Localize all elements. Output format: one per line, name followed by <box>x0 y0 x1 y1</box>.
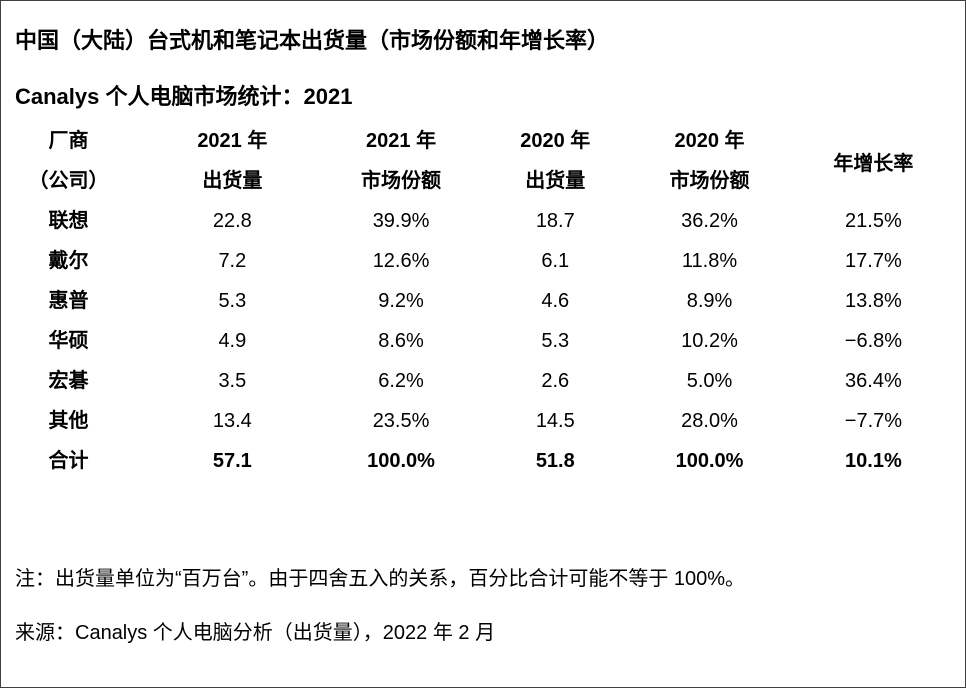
shipments-2020-cell: 2.6 <box>541 370 570 392</box>
shipments-2020-cell: 14.5 <box>535 410 575 432</box>
page-subtitle: Canalys 个人电脑市场统计：2021 <box>15 84 353 109</box>
table-row-hp: 惠普 5.3 9.2% 4.6 8.9% 13.8% <box>1 281 965 321</box>
growth-cell: 10.1% <box>845 450 902 472</box>
column-header-share-2021: 2021 年 市场份额 <box>329 121 474 201</box>
share-2020-cell: 10.2% <box>681 330 738 352</box>
share-2021-cell: 12.6% <box>372 250 430 272</box>
column-header-shipments-2020-line1: 2020 年 <box>520 130 591 152</box>
pc-market-share-table: 厂商 （公司） 2021 年 出货量 2021 年 市场份额 2020 年 出货… <box>1 121 965 481</box>
column-header-share-2020-line2: 市场份额 <box>669 170 750 192</box>
vendor-cell: 华硕 <box>48 330 89 352</box>
share-2021-cell: 100.0% <box>367 450 435 472</box>
column-header-growth: 年增长率 <box>782 121 965 201</box>
shipments-2020-cell: 4.6 <box>541 290 570 312</box>
shipments-2021-cell: 57.1 <box>212 450 252 472</box>
growth-cell: 13.8% <box>845 290 902 312</box>
column-header-shipments-2021-line2: 出货量 <box>202 170 263 192</box>
share-2020-cell: 36.2% <box>681 210 738 232</box>
vendor-cell: 惠普 <box>48 290 89 312</box>
shipments-2020-cell: 18.7 <box>535 210 575 232</box>
table-row-total: 合计 57.1 100.0% 51.8 100.0% 10.1% <box>1 441 965 481</box>
share-2021-cell: 39.9% <box>372 210 430 232</box>
growth-cell: 21.5% <box>845 210 902 232</box>
column-header-share-2021-line2: 市场份额 <box>361 170 442 192</box>
share-2020-cell: 28.0% <box>681 410 738 432</box>
page-title: 中国（大陆）台式机和笔记本出货量（市场份额和年增长率） <box>15 28 610 53</box>
column-header-shipments-2021: 2021 年 出货量 <box>136 121 329 201</box>
column-header-growth-label: 年增长率 <box>833 152 914 175</box>
growth-cell: 17.7% <box>845 250 902 272</box>
share-2020-cell: 11.8% <box>681 250 738 272</box>
shipments-2021-cell: 13.4 <box>212 410 252 432</box>
vendor-cell: 宏碁 <box>48 370 89 392</box>
shipments-2020-cell: 6.1 <box>541 250 570 272</box>
column-header-shipments-2020: 2020 年 出货量 <box>473 121 637 201</box>
column-header-share-2021-line1: 2021 年 <box>366 130 437 152</box>
column-header-vendor-line2: （公司） <box>28 170 109 192</box>
vendor-cell: 联想 <box>48 210 89 232</box>
shipments-2020-cell: 51.8 <box>535 450 575 472</box>
vendor-cell: 戴尔 <box>48 250 89 272</box>
share-2020-cell: 100.0% <box>675 450 744 472</box>
table-row-acer: 宏碁 3.5 6.2% 2.6 5.0% 36.4% <box>1 361 965 401</box>
share-2021-cell: 9.2% <box>378 290 424 312</box>
column-header-shipments-2021-line1: 2021 年 <box>197 130 268 152</box>
share-2021-cell: 8.6% <box>378 330 424 352</box>
shipments-2021-cell: 22.8 <box>212 210 252 232</box>
column-header-share-2020-line1: 2020 年 <box>674 130 745 152</box>
column-header-shipments-2020-line2: 出货量 <box>525 170 586 192</box>
shipments-2021-cell: 4.9 <box>218 330 247 352</box>
column-header-share-2020: 2020 年 市场份额 <box>637 121 782 201</box>
share-2021-cell: 23.5% <box>372 410 430 432</box>
footnote: 注：出货量单位为“百万台”。由于四舍五入的关系，百分比合计可能不等于 100%。 <box>15 568 746 590</box>
growth-cell: −7.7% <box>844 410 903 432</box>
table-header-row: 厂商 （公司） 2021 年 出货量 2021 年 市场份额 2020 年 出货… <box>1 121 965 201</box>
table-row-lenovo: 联想 22.8 39.9% 18.7 36.2% 21.5% <box>1 201 965 241</box>
share-2020-cell: 5.0% <box>686 370 733 392</box>
table-row-asus: 华硕 4.9 8.6% 5.3 10.2% −6.8% <box>1 321 965 361</box>
shipments-2021-cell: 5.3 <box>218 290 247 312</box>
column-header-vendor: 厂商 （公司） <box>1 121 136 201</box>
shipments-2021-cell: 7.2 <box>218 250 247 272</box>
source-note: 来源：Canalys 个人电脑分析（出货量），2022 年 2 月 <box>15 622 496 644</box>
table-row-others: 其他 13.4 23.5% 14.5 28.0% −7.7% <box>1 401 965 441</box>
vendor-cell: 其他 <box>48 410 89 432</box>
shipments-2020-cell: 5.3 <box>541 330 570 352</box>
column-header-vendor-line1: 厂商 <box>48 130 89 152</box>
shipments-2021-cell: 3.5 <box>218 370 247 392</box>
share-2020-cell: 8.9% <box>686 290 733 312</box>
share-2021-cell: 6.2% <box>378 370 424 392</box>
growth-cell: 36.4% <box>845 370 902 392</box>
growth-cell: −6.8% <box>844 330 903 352</box>
table-row-dell: 戴尔 7.2 12.6% 6.1 11.8% 17.7% <box>1 241 965 281</box>
vendor-cell: 合计 <box>48 450 89 472</box>
